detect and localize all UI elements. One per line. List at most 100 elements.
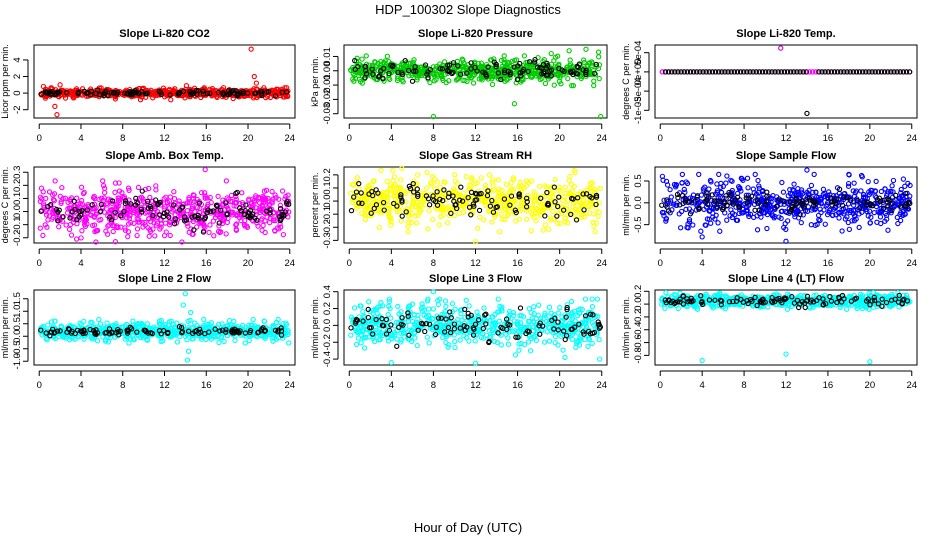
mean-point [542, 213, 548, 219]
mean-point [48, 202, 54, 208]
mean-point [189, 214, 195, 220]
data-point [280, 231, 287, 238]
data-point [507, 208, 513, 215]
mean-point [485, 188, 491, 194]
data-point [233, 196, 239, 202]
mean-point [370, 71, 376, 77]
mean-point [581, 207, 587, 213]
mean-point [570, 196, 576, 202]
mean-point [368, 210, 374, 216]
data-point [198, 189, 205, 196]
mean-point [483, 73, 490, 79]
mean-point [681, 69, 687, 75]
mean-point [434, 189, 440, 195]
mean-point [351, 194, 357, 200]
data-point [362, 217, 369, 223]
y-tick-label: -0.02 [322, 89, 333, 111]
data-point [112, 189, 118, 195]
data-point [480, 217, 487, 223]
y-tick-label: 0.0 [12, 205, 23, 218]
mean-point [675, 69, 681, 75]
data-point [150, 209, 156, 216]
data-point [475, 225, 481, 231]
y-tick-label: 0.0 [12, 330, 23, 343]
mean-point [706, 69, 712, 75]
mean-point [252, 215, 258, 221]
mean-point [763, 69, 769, 75]
outlier-point [472, 239, 479, 245]
data-point [575, 191, 581, 198]
x-tick-label: 12 [781, 133, 792, 144]
mean-point [464, 70, 470, 76]
data-point [885, 227, 891, 233]
mean-point [480, 69, 486, 75]
mean-point [872, 69, 878, 75]
mean-point [856, 69, 863, 75]
data-point [437, 61, 443, 67]
y-tick-label: 2 [12, 74, 23, 79]
y-tick-label: 0.5 [633, 174, 644, 187]
data-point [382, 63, 388, 69]
data-point [499, 199, 505, 206]
data-point [63, 222, 69, 228]
data-point [217, 229, 223, 236]
data-point [153, 222, 159, 228]
data-point [764, 225, 770, 232]
data-point [240, 202, 246, 208]
mean-point [138, 206, 144, 212]
panel-title: Slope Gas Stream RH [419, 150, 532, 162]
mean-point [425, 69, 431, 75]
mean-point [110, 198, 116, 204]
outlier-point [137, 97, 144, 103]
mean-point [366, 191, 372, 197]
mean-point [122, 200, 129, 207]
data-point [70, 219, 77, 225]
outlier-point [185, 348, 192, 354]
mean-point [144, 198, 151, 204]
data-point [423, 185, 430, 191]
outlier-point [42, 95, 49, 101]
data-point [528, 194, 534, 200]
data-point [358, 70, 365, 76]
data-point [105, 87, 112, 93]
data-point [724, 173, 730, 179]
mean-point [556, 194, 562, 200]
data-point [40, 232, 46, 239]
mean-point [243, 202, 249, 208]
data-point [260, 197, 267, 203]
x-tick-label: 0 [37, 380, 42, 391]
mean-point [195, 88, 201, 94]
mean-point [888, 69, 894, 75]
mean-point [395, 69, 401, 76]
data-point [51, 198, 58, 204]
data-point [126, 187, 132, 194]
data-point [542, 222, 548, 228]
outlier-point [399, 165, 405, 171]
mean-point [587, 193, 593, 200]
data-point [164, 199, 170, 205]
data-point [865, 178, 871, 185]
data-point [171, 195, 178, 202]
outlier-point [430, 113, 437, 120]
data-point [890, 177, 897, 184]
mean-point [813, 69, 819, 75]
mean-point [439, 66, 446, 72]
data-point [261, 194, 267, 201]
data-point [839, 228, 845, 234]
x-tick-label: 12 [159, 380, 170, 391]
data-point [202, 195, 208, 201]
mean-point [220, 92, 226, 98]
mean-point [107, 214, 113, 220]
x-tick-label: 20 [243, 133, 254, 144]
y-tick-label: 0.5 [12, 317, 23, 330]
data-point [690, 222, 696, 228]
mean-point [284, 198, 290, 205]
data-point [262, 229, 268, 236]
mean-point [359, 200, 365, 206]
data-point [171, 189, 177, 195]
data-point [116, 180, 122, 186]
